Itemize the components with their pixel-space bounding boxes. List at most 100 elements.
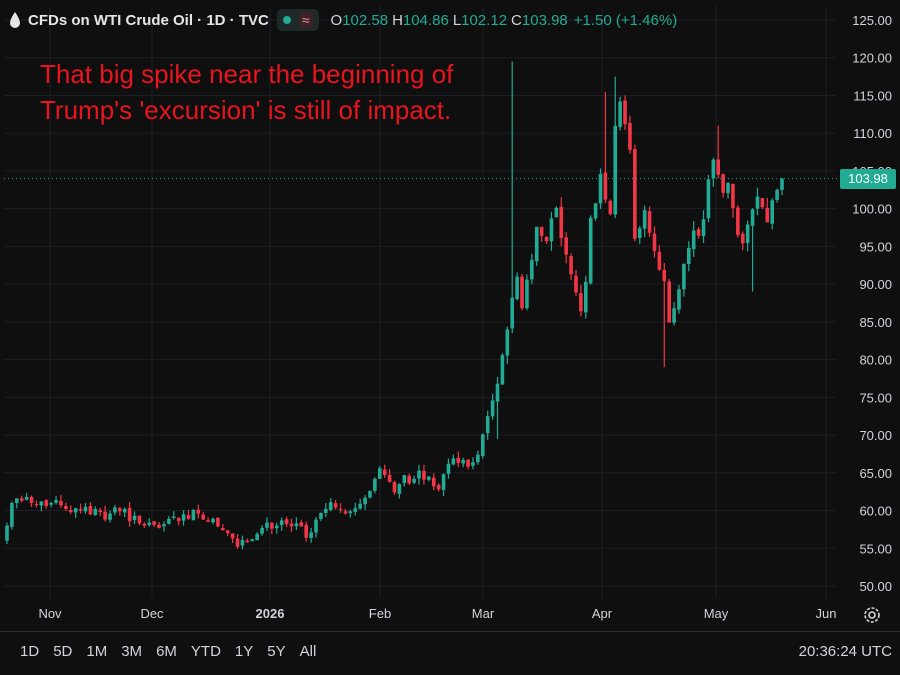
gear-icon[interactable] [861, 604, 883, 626]
candle-body [358, 503, 362, 509]
candle-body [701, 219, 706, 237]
symbol-title[interactable]: CFDs on WTI Crude Oil · 1D · TVC [28, 11, 269, 29]
candle-body [721, 174, 725, 193]
candle-body [765, 207, 770, 223]
timeframe-5y[interactable]: 5Y [267, 643, 286, 660]
candle-body [10, 502, 14, 527]
candle-body [221, 527, 225, 531]
candle-body [637, 228, 642, 239]
candle-body [108, 513, 112, 520]
price-change: +1.50 (+1.46%) [573, 11, 678, 29]
candle-body [505, 329, 510, 356]
candle-body [530, 259, 534, 280]
candle-body [363, 497, 367, 505]
candle-body [461, 459, 465, 464]
candle-body [726, 183, 730, 194]
candle-body [564, 237, 568, 255]
candle-body [333, 503, 338, 508]
candle-body [265, 522, 269, 528]
timeframe-ytd[interactable]: YTD [190, 643, 221, 660]
candle-body [422, 470, 426, 480]
timeframe-buttons: 1D 5D 1M 3M 6M YTD 1Y 5Y All [20, 643, 330, 660]
candle-body [392, 482, 397, 493]
candle-body [672, 308, 676, 323]
candle-body [466, 459, 470, 467]
candle-body [417, 470, 421, 479]
candle-body [162, 524, 166, 527]
candle-body [740, 233, 745, 244]
candle-body [196, 509, 201, 514]
timeframe-5d[interactable]: 5D [53, 643, 73, 660]
y-tick-label: 95.00 [859, 239, 892, 254]
candle-body [760, 198, 765, 208]
candle-body [549, 218, 554, 242]
candle-body [574, 275, 578, 293]
candle-body [93, 509, 98, 516]
y-tick-label: 110.00 [853, 126, 892, 141]
candle-body [373, 478, 377, 491]
candle-body [544, 237, 549, 242]
timeframe-1m[interactable]: 1M [86, 643, 108, 660]
candle-body [682, 263, 686, 290]
time-axis[interactable]: Nov Dec 2026 Feb Mar Apr May Jun [38, 606, 836, 621]
candle-body [520, 276, 524, 309]
candle-body [324, 509, 328, 513]
candle-body [588, 217, 593, 284]
candle-body [328, 502, 333, 511]
candle-body [299, 522, 304, 527]
candle-body [250, 539, 255, 542]
candle-body [255, 533, 259, 541]
candle-body [775, 189, 779, 201]
timeframe-all[interactable]: All [299, 643, 317, 660]
timeframe-3m[interactable]: 3M [121, 643, 143, 660]
candle-body [73, 508, 78, 513]
candles [5, 61, 784, 550]
candle-body [427, 476, 431, 480]
candle-body [44, 500, 49, 507]
candle-body [745, 224, 750, 243]
candle-body [176, 518, 181, 522]
candle-body [407, 475, 412, 484]
price-axis[interactable]: 125.00120.00115.00110.00105.00100.0095.0… [852, 13, 892, 594]
candle-body [750, 209, 755, 226]
candle-body [113, 507, 117, 513]
timeframe-1d[interactable]: 1D [20, 643, 40, 660]
candle-body [181, 514, 186, 521]
candle-body [554, 207, 559, 218]
candle-body [706, 179, 711, 219]
candle-body [368, 490, 372, 498]
candle-body [127, 507, 132, 522]
timeframe-1y[interactable]: 1Y [234, 643, 254, 660]
candle-body [456, 457, 461, 463]
candle-body [68, 510, 73, 513]
candle-body [225, 530, 230, 534]
candle-body [348, 511, 353, 514]
candle-body [171, 516, 176, 518]
chart-header: CFDs on WTI Crude Oil · 1D · TVC ≈ O102.… [8, 8, 677, 32]
candle-body [240, 539, 245, 546]
status-pill[interactable]: ≈ [276, 9, 319, 31]
utc-clock[interactable]: 20:36:24 UTC [798, 643, 892, 660]
candle-body [510, 297, 515, 329]
x-tick-label: Mar [472, 606, 495, 621]
candle-body [770, 200, 774, 224]
candle-body [64, 506, 68, 510]
x-tick-label: May [704, 606, 729, 621]
candle-body [515, 276, 519, 300]
timeframe-6m[interactable]: 6M [156, 643, 177, 660]
candle-body [780, 178, 784, 190]
candle-body [579, 293, 583, 312]
candle-body [696, 229, 701, 236]
candle-body [294, 523, 299, 527]
candle-body [657, 251, 662, 270]
candle-body [667, 281, 671, 323]
candle-body [274, 525, 279, 529]
candle-body [603, 172, 608, 200]
candle-body [534, 226, 539, 262]
candle-body [304, 524, 309, 538]
candle-body [755, 196, 760, 209]
candle-body [59, 500, 63, 506]
candle-body [34, 504, 39, 506]
candle-body [191, 509, 196, 521]
